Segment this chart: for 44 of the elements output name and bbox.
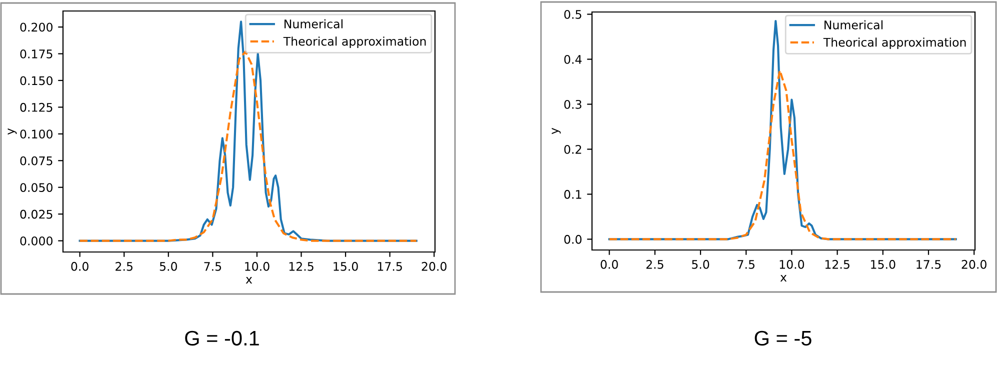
x-tick-label: 15.0 bbox=[871, 260, 896, 269]
y-tick-label: 0.000 bbox=[20, 236, 52, 246]
y-tick-label: 0.2 bbox=[564, 144, 582, 154]
y-axis-title: y bbox=[552, 128, 561, 134]
y-tick-label: 0.075 bbox=[20, 156, 52, 166]
y-tick-label: 0.150 bbox=[20, 76, 52, 86]
x-tick-label: 12.5 bbox=[825, 260, 850, 269]
text: G = -0.1 bbox=[185, 330, 259, 346]
y-tick-label: 0.175 bbox=[20, 49, 52, 58]
x-tick-label: 7.5 bbox=[738, 260, 754, 269]
x-tick-label: 20.0 bbox=[422, 262, 446, 271]
y-tick-label: 0.100 bbox=[20, 130, 52, 139]
y-axis-title: y bbox=[8, 128, 17, 135]
x-tick-label: 0.0 bbox=[71, 262, 88, 271]
x-tick-label: 10.0 bbox=[245, 262, 270, 271]
x-tick-label: 20.0 bbox=[962, 260, 986, 269]
x-tick-label: 2.5 bbox=[116, 262, 132, 271]
x-tick-label: 2.5 bbox=[646, 260, 664, 269]
text: G = -5 bbox=[754, 330, 812, 346]
legend-label: Theorical approximation bbox=[823, 38, 966, 50]
legend-label: Numerical bbox=[824, 20, 882, 30]
x-tick-label: 10.0 bbox=[780, 260, 804, 269]
x-tick-label: 5.0 bbox=[692, 260, 710, 269]
y-tick-label: 0.5 bbox=[564, 10, 582, 19]
x-axis-title: x bbox=[246, 277, 252, 284]
x-tick-label: 17.5 bbox=[916, 260, 941, 269]
y-tick-label: 0.1 bbox=[564, 190, 582, 199]
y-tick-label: 0.3 bbox=[564, 100, 582, 109]
x-tick-label: 0.0 bbox=[600, 260, 618, 269]
y-tick-label: 0.050 bbox=[20, 183, 52, 192]
x-axis-title: x bbox=[780, 275, 787, 282]
legend-label: Numerical bbox=[284, 19, 342, 28]
y-tick-label: 0.4 bbox=[564, 54, 582, 64]
x-tick-label: 12.5 bbox=[289, 262, 314, 271]
x-tick-label: 7.5 bbox=[204, 262, 222, 271]
legend-label: Theorical approximation bbox=[283, 36, 426, 48]
line-series bbox=[608, 69, 957, 240]
x-tick-label: 5.0 bbox=[160, 262, 178, 271]
y-tick-label: 0.200 bbox=[20, 22, 52, 32]
y-tick-label: 0.0 bbox=[564, 234, 582, 244]
y-tick-label: 0.125 bbox=[20, 102, 52, 112]
x-tick-label: 17.5 bbox=[378, 262, 402, 271]
y-tick-label: 0.025 bbox=[20, 210, 52, 219]
x-tick-label: 15.0 bbox=[334, 262, 358, 271]
